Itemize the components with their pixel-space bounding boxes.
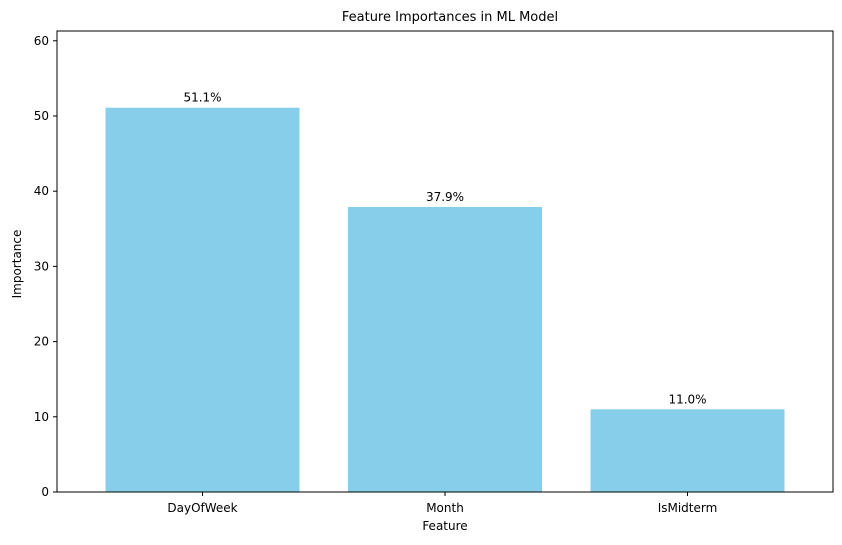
y-axis-label: Importance <box>10 230 24 299</box>
x-axis-label: Feature <box>422 519 467 533</box>
y-tick-label-30: 30 <box>34 259 49 273</box>
x-tick-label-ismidterm: IsMidterm <box>658 501 718 515</box>
y-tick-label-40: 40 <box>34 184 49 198</box>
bar-dayofweek <box>105 107 300 492</box>
x-tick-label-dayofweek: DayOfWeek <box>167 501 237 515</box>
x-tick-label-month: Month <box>426 501 464 515</box>
data-labels-group: 51.1% 37.9% 11.0% <box>183 91 706 407</box>
data-label-month: 37.9% <box>426 190 464 204</box>
y-tick-label-0: 0 <box>41 485 49 499</box>
y-tick-label-60: 60 <box>34 34 49 48</box>
y-tick-label-20: 20 <box>34 335 49 349</box>
data-label-dayofweek: 51.1% <box>183 91 221 105</box>
data-label-ismidterm: 11.0% <box>668 392 706 406</box>
bar-month <box>348 206 542 492</box>
bars-group <box>105 107 785 492</box>
chart-title: Feature Importances in ML Model <box>342 10 558 25</box>
y-tick-label-50: 50 <box>34 109 49 123</box>
bar-ismidterm <box>590 409 785 492</box>
y-tick-label-10: 10 <box>34 410 49 424</box>
y-axis: 0 10 20 30 40 50 60 <box>34 34 57 499</box>
x-axis: DayOfWeek Month IsMidterm <box>167 492 717 515</box>
